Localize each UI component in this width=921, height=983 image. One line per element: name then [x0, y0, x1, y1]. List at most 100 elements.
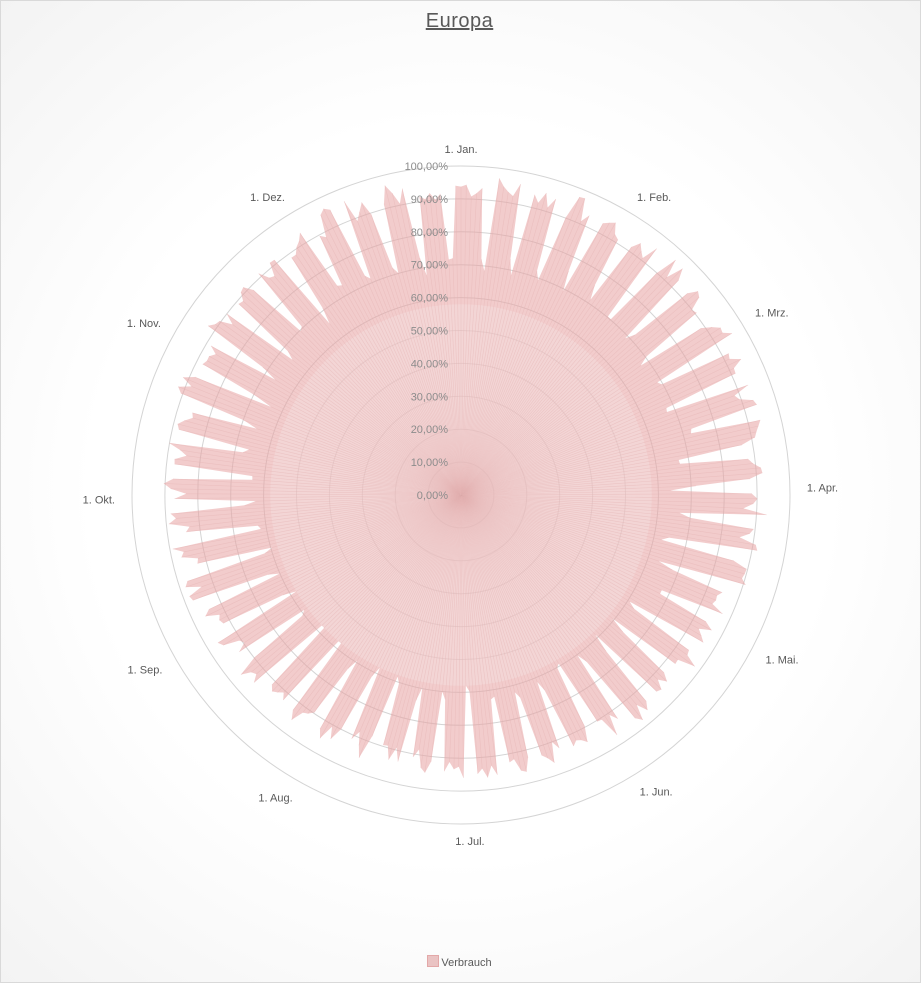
data-spoke: [210, 345, 462, 496]
data-spoke: [460, 195, 514, 496]
data-spoke: [323, 208, 462, 496]
data-spoke: [460, 494, 492, 700]
series-verbrauch: [163, 178, 767, 778]
data-spoke: [460, 316, 609, 496]
data-spoke: [460, 494, 767, 516]
data-spoke: [274, 275, 462, 496]
data-spoke: [396, 494, 462, 748]
data-spoke: [460, 239, 619, 496]
data-spoke: [329, 209, 462, 496]
data-spoke: [422, 494, 462, 688]
category-label: 1. Mai.: [766, 654, 799, 666]
data-spoke: [460, 215, 590, 496]
data-spoke: [460, 373, 736, 496]
data-spoke: [239, 494, 462, 652]
data-spoke: [460, 437, 756, 496]
data-spoke: [460, 326, 713, 496]
data-spoke: [424, 494, 462, 773]
data-spoke: [273, 259, 462, 496]
data-spoke: [460, 270, 569, 496]
data-spoke: [460, 220, 582, 496]
data-spoke: [460, 358, 730, 496]
data-spoke: [460, 494, 747, 570]
data-spoke: [340, 494, 462, 730]
data-spoke: [460, 494, 669, 538]
data-spoke: [460, 178, 500, 496]
data-spoke: [460, 494, 707, 623]
data-spoke: [219, 494, 462, 621]
data-spoke: [271, 494, 462, 548]
data-spoke: [460, 494, 553, 743]
data-spoke: [460, 472, 763, 496]
data-spoke: [460, 485, 696, 496]
data-spoke: [460, 494, 745, 575]
data-spoke: [291, 257, 462, 496]
data-spoke: [169, 442, 462, 496]
data-spoke: [397, 494, 462, 677]
data-spoke: [174, 494, 462, 499]
data-spoke: [460, 494, 545, 691]
data-spoke: [460, 494, 574, 747]
data-spoke: [232, 324, 462, 496]
data-spoke: [460, 494, 690, 651]
data-spoke: [460, 494, 543, 756]
data-spoke: [256, 494, 462, 675]
data-spoke: [460, 494, 522, 771]
radial-tick-label: 70,00%: [411, 260, 449, 272]
data-spoke: [370, 278, 462, 496]
data-spoke: [296, 494, 462, 592]
data-spoke: [460, 293, 688, 496]
data-spoke: [244, 494, 462, 506]
radial-tick-label: 30,00%: [411, 391, 449, 403]
data-spoke: [460, 494, 679, 661]
data-spoke: [460, 494, 647, 702]
category-label: 1. Dez.: [250, 192, 285, 204]
data-spoke: [460, 494, 648, 711]
data-spoke: [303, 494, 462, 611]
data-spoke: [460, 186, 505, 496]
data-spoke: [460, 494, 676, 665]
data-spoke: [292, 494, 462, 711]
data-spoke: [460, 222, 610, 496]
data-spoke: [321, 494, 462, 626]
data-spoke: [174, 463, 462, 496]
data-spoke: [186, 493, 462, 496]
data-spoke: [191, 386, 462, 496]
data-spoke: [455, 185, 462, 496]
data-spoke: [178, 429, 462, 496]
data-spoke: [442, 494, 462, 692]
data-spoke: [388, 494, 462, 760]
data-spoke: [460, 494, 464, 778]
data-spoke: [460, 319, 612, 496]
data-spoke: [168, 494, 462, 525]
data-spoke: [419, 196, 462, 496]
data-spoke: [274, 379, 462, 496]
data-spoke: [460, 216, 567, 496]
data-spoke: [460, 494, 578, 656]
data-spoke: [460, 494, 657, 692]
data-spoke: [460, 490, 671, 496]
data-spoke: [250, 494, 462, 673]
data-spoke: [313, 494, 462, 713]
data-spoke: [357, 220, 462, 496]
data-spoke: [370, 214, 462, 496]
data-spoke: [460, 494, 699, 629]
data-spoke: [170, 488, 462, 496]
data-spoke: [460, 338, 626, 496]
data-spoke: [460, 365, 641, 496]
data-spoke: [460, 494, 538, 683]
data-spoke: [460, 196, 580, 496]
data-spoke: [460, 494, 511, 763]
data-spoke: [277, 494, 462, 693]
category-label: 1. Feb.: [637, 192, 671, 204]
data-spoke: [177, 423, 462, 496]
data-spoke: [279, 494, 462, 574]
data-spoke: [460, 494, 704, 643]
radial-tick-label: 90,00%: [411, 194, 449, 206]
data-spoke: [351, 494, 462, 739]
data-spoke: [460, 223, 604, 496]
data-spoke: [175, 494, 462, 519]
data-spoke: [282, 494, 462, 596]
data-spoke: [460, 279, 679, 496]
